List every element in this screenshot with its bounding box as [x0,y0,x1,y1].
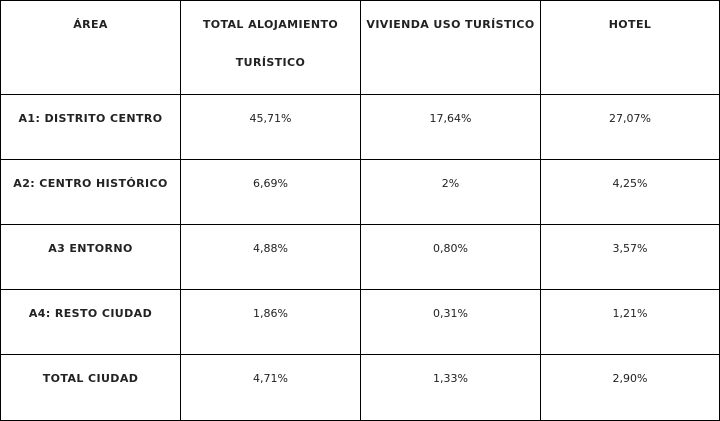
vivienda-cell: 0,80% [360,224,541,290]
hotel-cell: 1,21% [540,289,720,355]
header-area: ÁREA [0,0,181,95]
header-hotel: HOTEL [540,0,720,95]
total-cell: 6,69% [180,159,361,225]
vivienda-cell: 0,31% [360,289,541,355]
hotel-cell: 27,07% [540,94,720,160]
table-row-total: TOTAL CIUDAD 4,71% 1,33% 2,90% [0,354,720,421]
header-total-alojamiento: TOTAL ALOJAMIENTO TURÍSTICO [180,0,361,95]
header-total-line-2: TURÍSTICO [235,56,306,69]
table-row: A3 ENTORNO 4,88% 0,80% 3,57% [0,224,720,290]
total-cell: 45,71% [180,94,361,160]
header-vivienda: VIVIENDA USO TURÍSTICO [360,0,541,95]
vivienda-cell: 1,33% [360,354,541,421]
area-cell: A1: DISTRITO CENTRO [0,94,181,160]
table-row: A4: RESTO CIUDAD 1,86% 0,31% 1,21% [0,289,720,355]
table-row: A2: CENTRO HISTÓRICO 6,69% 2% 4,25% [0,159,720,225]
header-total-line-1: TOTAL ALOJAMIENTO [202,18,339,31]
vivienda-cell: 2% [360,159,541,225]
hotel-cell: 2,90% [540,354,720,421]
hotel-cell: 4,25% [540,159,720,225]
header-hotel-label: HOTEL [608,18,652,31]
total-cell: 1,86% [180,289,361,355]
area-cell: A2: CENTRO HISTÓRICO [0,159,181,225]
table-header-row: ÁREA TOTAL ALOJAMIENTO TURÍSTICO VIVIEND… [0,0,720,95]
header-area-label: ÁREA [73,18,108,31]
header-vivienda-label: VIVIENDA USO TURÍSTICO [366,18,535,31]
hotel-cell: 3,57% [540,224,720,290]
total-cell: 4,88% [180,224,361,290]
vivienda-cell: 17,64% [360,94,541,160]
total-cell: 4,71% [180,354,361,421]
area-cell: TOTAL CIUDAD [0,354,181,421]
table-row: A1: DISTRITO CENTRO 45,71% 17,64% 27,07% [0,94,720,160]
area-cell: A3 ENTORNO [0,224,181,290]
area-cell: A4: RESTO CIUDAD [0,289,181,355]
